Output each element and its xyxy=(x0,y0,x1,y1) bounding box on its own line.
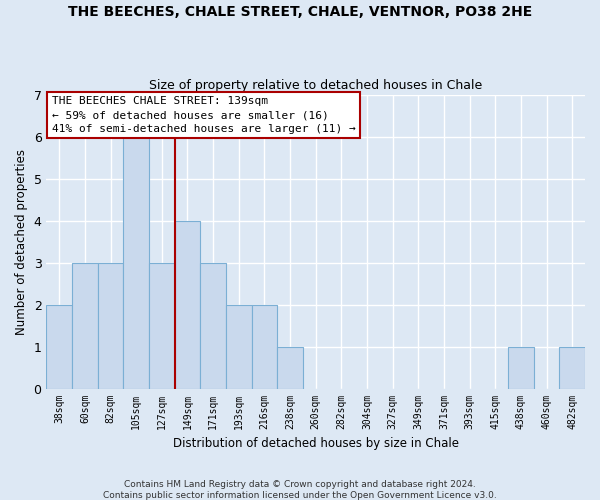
Bar xyxy=(175,220,200,388)
Bar xyxy=(559,346,585,389)
Text: THE BEECHES, CHALE STREET, CHALE, VENTNOR, PO38 2HE: THE BEECHES, CHALE STREET, CHALE, VENTNO… xyxy=(68,5,532,19)
Bar xyxy=(124,136,149,388)
Bar xyxy=(149,262,175,388)
Text: THE BEECHES CHALE STREET: 139sqm
← 59% of detached houses are smaller (16)
41% o: THE BEECHES CHALE STREET: 139sqm ← 59% o… xyxy=(52,96,356,134)
Bar xyxy=(251,304,277,388)
Bar xyxy=(98,262,124,388)
Bar xyxy=(72,262,98,388)
Bar xyxy=(277,346,303,389)
Y-axis label: Number of detached properties: Number of detached properties xyxy=(15,148,28,334)
Bar xyxy=(508,346,534,389)
X-axis label: Distribution of detached houses by size in Chale: Distribution of detached houses by size … xyxy=(173,437,459,450)
Bar xyxy=(226,304,251,388)
Title: Size of property relative to detached houses in Chale: Size of property relative to detached ho… xyxy=(149,79,482,92)
Bar xyxy=(46,304,72,388)
Text: Contains HM Land Registry data © Crown copyright and database right 2024.
Contai: Contains HM Land Registry data © Crown c… xyxy=(103,480,497,500)
Bar xyxy=(200,262,226,388)
